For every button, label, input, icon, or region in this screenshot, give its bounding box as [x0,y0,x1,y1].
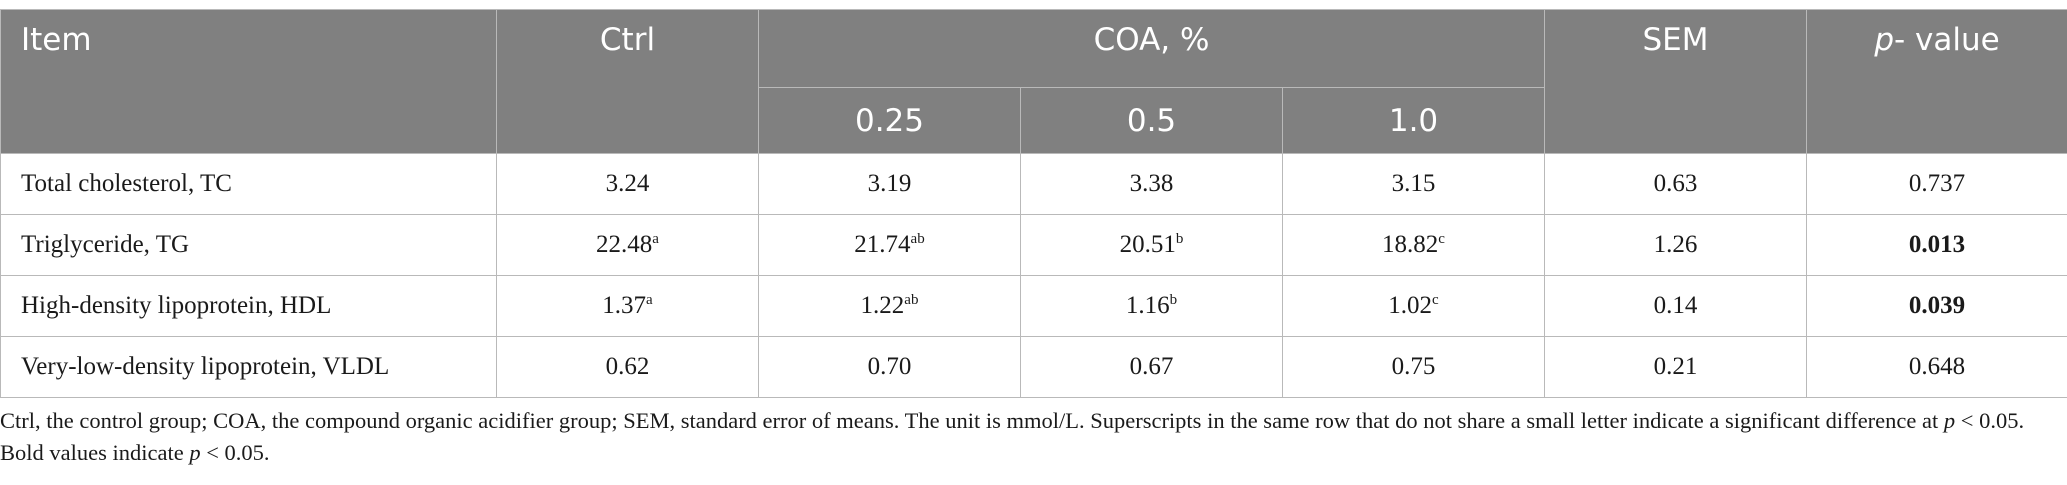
row-label: Triglyceride, TG [0,214,497,276]
cell-pvalue: 0.737 [1806,153,2067,215]
header-pvalue-italic: p [1874,22,1894,58]
cell-sem: 1.26 [1544,214,1808,276]
cell-sem: 0.21 [1544,336,1808,398]
table-body: Total cholesterol, TC 3.24 3.19 3.38 3.1… [0,153,2067,398]
table-row: Triglyceride, TG 22.48a 21.74ab 20.51b 1… [0,214,2067,276]
cell-ctrl: 1.37a [496,275,759,337]
cell-coa-05: 3.38 [1020,153,1283,215]
cell-coa-05: 0.67 [1020,336,1283,398]
table-header: Item Ctrl COA, % SEM p- value 0.25 0.5 1… [0,9,2067,154]
data-table-container: Item Ctrl COA, % SEM p- value 0.25 0.5 1… [0,9,2067,398]
cell-coa-025: 21.74ab [758,214,1021,276]
header-coa-level-1: 0.25 [758,87,1021,154]
lipid-table: Item Ctrl COA, % SEM p- value 0.25 0.5 1… [0,9,2067,398]
cell-coa-10: 0.75 [1281,336,1546,398]
header-pvalue-rest: - value [1894,22,2000,58]
cell-sem: 0.14 [1544,275,1808,337]
cell-ctrl: 3.24 [496,153,759,215]
table-row: Total cholesterol, TC 3.24 3.19 3.38 3.1… [0,153,2067,215]
row-label: Total cholesterol, TC [0,153,497,215]
table-row: Very-low-density lipoprotein, VLDL 0.62 … [0,336,2067,398]
cell-coa-025: 3.19 [758,153,1021,215]
cell-coa-10: 1.02c [1281,275,1546,337]
header-sem: SEM [1544,9,1808,154]
cell-pvalue: 0.648 [1806,336,2067,398]
cell-coa-025: 0.70 [758,336,1021,398]
header-coa: COA, % [757,9,1546,88]
cell-coa-10: 3.15 [1281,153,1546,215]
header-coa-level-3: 1.0 [1281,87,1546,154]
table-row: High-density lipoprotein, HDL 1.37a 1.22… [0,275,2067,337]
cell-coa-025: 1.22ab [758,275,1021,337]
cell-coa-10: 18.82c [1281,214,1546,276]
header-pvalue: p- value [1806,9,2067,154]
cell-coa-05: 1.16b [1020,275,1283,337]
cell-sem: 0.63 [1544,153,1808,215]
cell-ctrl: 0.62 [496,336,759,398]
table-footnote: Ctrl, the control group; COA, the compou… [0,408,2025,465]
row-label: High-density lipoprotein, HDL [0,275,497,337]
header-coa-level-2: 0.5 [1020,87,1283,154]
cell-pvalue: 0.039 [1806,275,2067,337]
row-label: Very-low-density lipoprotein, VLDL [0,336,497,398]
cell-ctrl: 22.48a [496,214,759,276]
header-ctrl: Ctrl [496,9,759,154]
header-item: Item [0,9,497,154]
cell-pvalue: 0.013 [1806,214,2067,276]
cell-coa-05: 20.51b [1020,214,1283,276]
